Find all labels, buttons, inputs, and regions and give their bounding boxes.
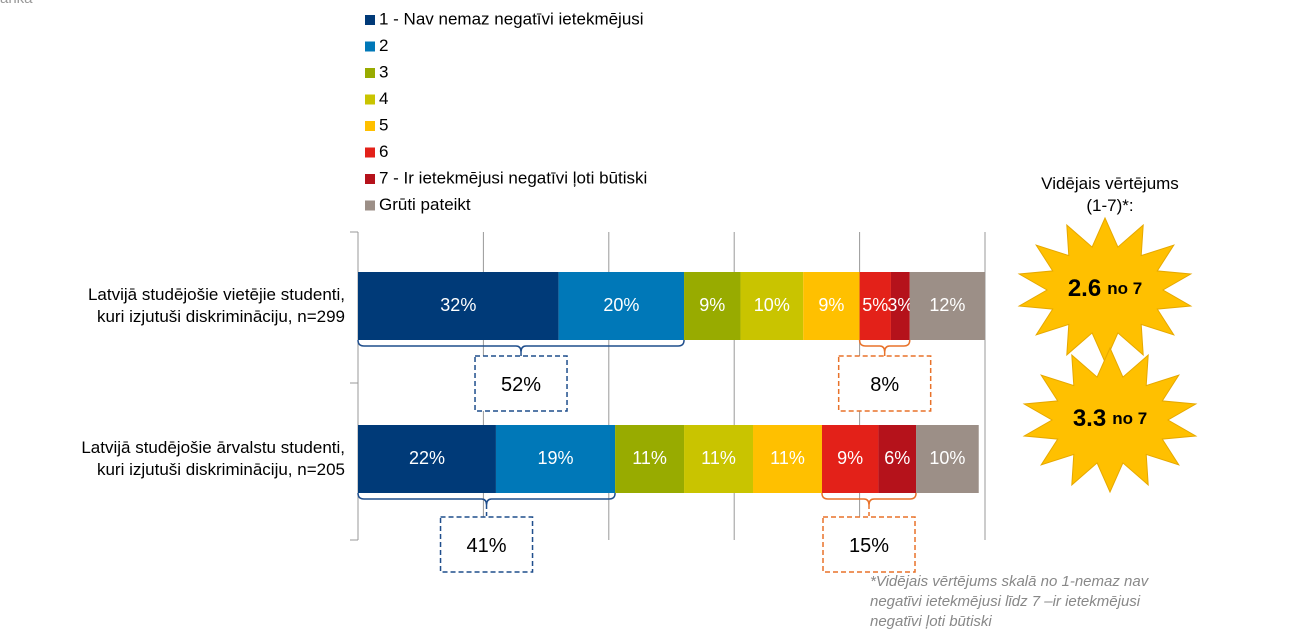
- bar-segment: [916, 425, 979, 493]
- footnote: *Vidējais vērtējums skalā no 1-nemaz nav…: [870, 573, 1149, 630]
- bar-segment: [821, 425, 879, 493]
- bar-segment: [358, 272, 559, 340]
- legend-swatch: [365, 94, 375, 105]
- legend-label: Grūti pateikt: [379, 195, 471, 214]
- star: [1017, 216, 1193, 364]
- data-label: 9%: [699, 295, 725, 315]
- bar-segment: [358, 425, 496, 493]
- legend-label: 6: [379, 142, 388, 161]
- legend-swatch: [365, 15, 375, 25]
- average-value: 2.6: [1068, 275, 1101, 302]
- data-label: 11%: [632, 448, 667, 468]
- data-label: 9%: [837, 448, 863, 468]
- average-suffix: no 7: [1112, 409, 1147, 428]
- brace: [357, 492, 616, 506]
- category-label: Latvijā studējošie vietējie studenti, ku…: [87, 285, 345, 326]
- data-label: 20%: [603, 295, 639, 315]
- data-label: 12%: [929, 295, 965, 315]
- bar-segment: [753, 425, 822, 493]
- annotation-box: [822, 516, 916, 573]
- data-label: 10%: [929, 448, 965, 468]
- bar-segment: [803, 272, 860, 340]
- bar-segment: [684, 272, 741, 340]
- bar-segment: [878, 425, 917, 493]
- legend-label: 7 - Ir ietekmējusi negatīvi ļoti būtiski: [379, 168, 647, 187]
- legend-swatch: [365, 147, 375, 158]
- data-label: 3%: [887, 295, 913, 315]
- average-label: 3.3 no 7: [1073, 405, 1147, 432]
- average-label: 2.6 no 7: [1068, 275, 1142, 302]
- annotation-box: [837, 355, 932, 412]
- annotation-label: 41%: [467, 535, 507, 557]
- annotation-label: 52%: [501, 374, 541, 396]
- brace: [357, 339, 685, 353]
- legend-label: 2: [379, 36, 388, 55]
- average-value: 3.3: [1073, 405, 1106, 432]
- annotation-label: 8%: [870, 374, 899, 396]
- average-suffix: no 7: [1107, 279, 1142, 298]
- bar-segment: [890, 272, 910, 340]
- data-label: 19%: [537, 448, 573, 468]
- data-label: 6%: [884, 448, 910, 468]
- brace: [821, 492, 917, 506]
- bar-segment: [684, 425, 754, 493]
- averages-title: Vidējais vērtējums (1-7)*:: [1041, 174, 1179, 215]
- corner-text: anka: [0, 0, 33, 10]
- bar-segment: [909, 272, 985, 340]
- annotation-box: [439, 516, 534, 573]
- data-label: 9%: [818, 295, 844, 315]
- data-label: 11%: [770, 448, 805, 468]
- data-label: 5%: [862, 295, 888, 315]
- legend-swatch: [365, 121, 375, 131]
- data-label: 10%: [754, 295, 790, 315]
- star: [1022, 346, 1198, 494]
- legend-label: 5: [379, 115, 388, 134]
- legend-label: 3: [379, 62, 388, 81]
- annotation-label: 15%: [849, 535, 889, 557]
- data-label: 22%: [409, 448, 445, 468]
- annotation-box: [474, 355, 568, 412]
- bar-segment: [495, 425, 616, 493]
- legend-swatch: [365, 200, 375, 211]
- data-label: 11%: [701, 448, 736, 468]
- data-label: 32%: [440, 295, 476, 315]
- bar-segment: [859, 272, 891, 340]
- bar-segment: [558, 272, 685, 340]
- legend-swatch: [365, 68, 375, 78]
- legend-swatch: [365, 174, 375, 184]
- category-label: Latvijā studējošie ārvalstu studenti, ku…: [81, 438, 345, 479]
- legend-label: 1 - Nav nemaz negatīvi ietekmējusi: [379, 9, 644, 28]
- bar-segment: [615, 425, 685, 493]
- legend-label: 4: [379, 89, 388, 108]
- legend-swatch: [365, 41, 375, 52]
- brace: [858, 339, 911, 353]
- bar-segment: [740, 272, 804, 340]
